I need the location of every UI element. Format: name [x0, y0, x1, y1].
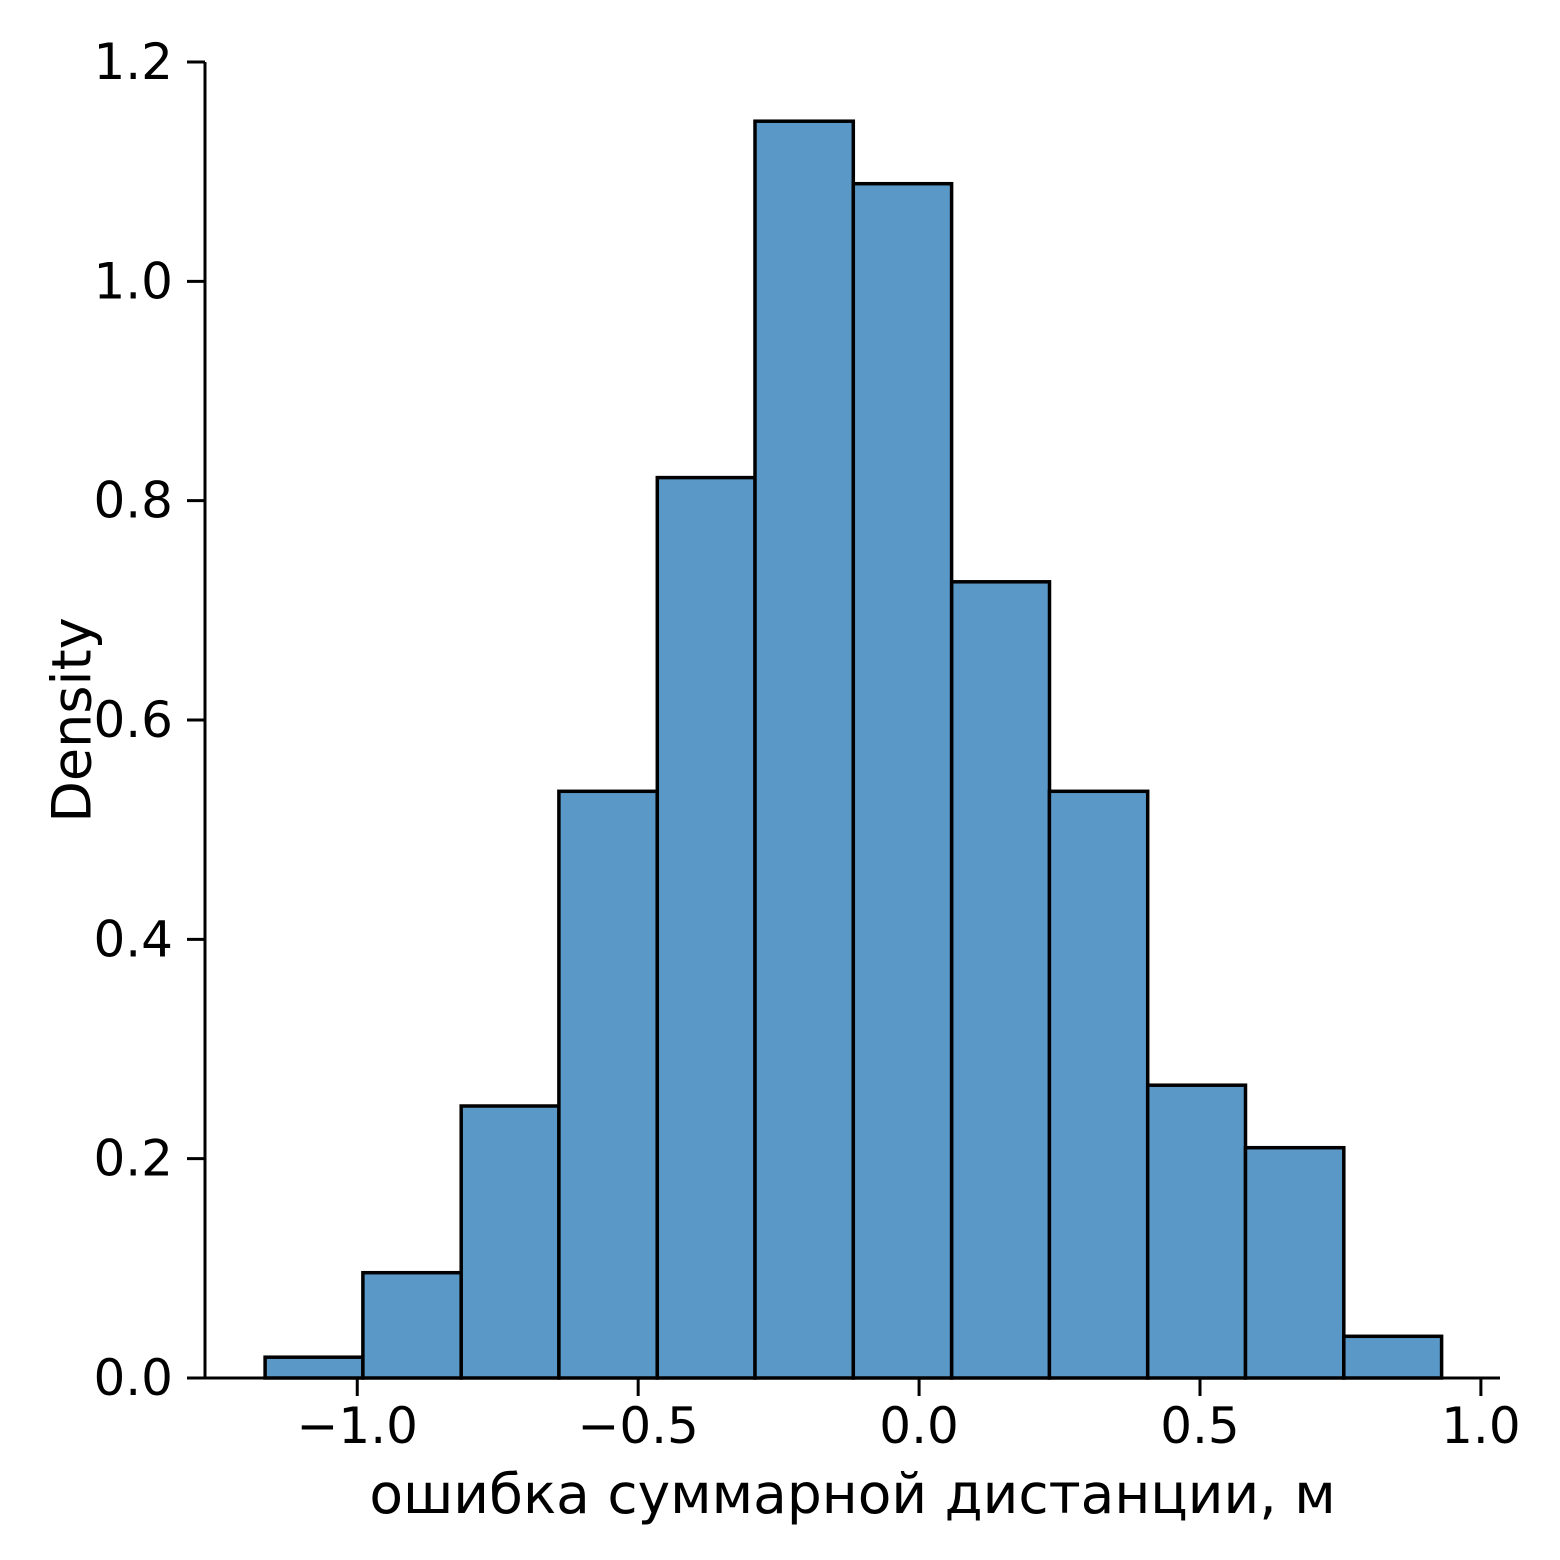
histogram-bar — [361, 1270, 463, 1380]
y-tick-label: 0.8 — [93, 472, 173, 530]
y-tick-label: 1.0 — [93, 252, 173, 310]
histogram-bar — [1243, 1145, 1346, 1380]
histogram-bar — [753, 119, 856, 1380]
y-tick-label: 0.0 — [93, 1349, 173, 1407]
histogram-bar — [1047, 789, 1150, 1380]
histogram-bar — [1145, 1083, 1248, 1380]
x-axis-label: ошибка суммарной дистанции, м — [369, 1462, 1336, 1526]
histogram-bar — [557, 789, 659, 1380]
histogram-bar — [459, 1104, 561, 1380]
x-tick-label: −1.0 — [297, 1397, 418, 1455]
x-tick-label: 0.5 — [1160, 1397, 1240, 1455]
histogram-bar — [263, 1355, 365, 1380]
histogram-bar — [1342, 1334, 1444, 1380]
histogram-bar — [949, 580, 1052, 1380]
x-tick-label: 1.0 — [1441, 1397, 1521, 1455]
y-tick-label: 0.2 — [93, 1130, 173, 1188]
histogram-bar — [851, 181, 954, 1380]
x-tick-label: −0.5 — [577, 1397, 698, 1455]
x-tick-label: 0.0 — [879, 1397, 959, 1455]
histogram-bar — [655, 475, 757, 1380]
y-axis-label: Density — [40, 617, 104, 823]
y-tick-label: 0.4 — [93, 910, 173, 968]
y-tick-label: 1.2 — [93, 33, 173, 91]
y-tick-label: 0.6 — [93, 691, 173, 749]
